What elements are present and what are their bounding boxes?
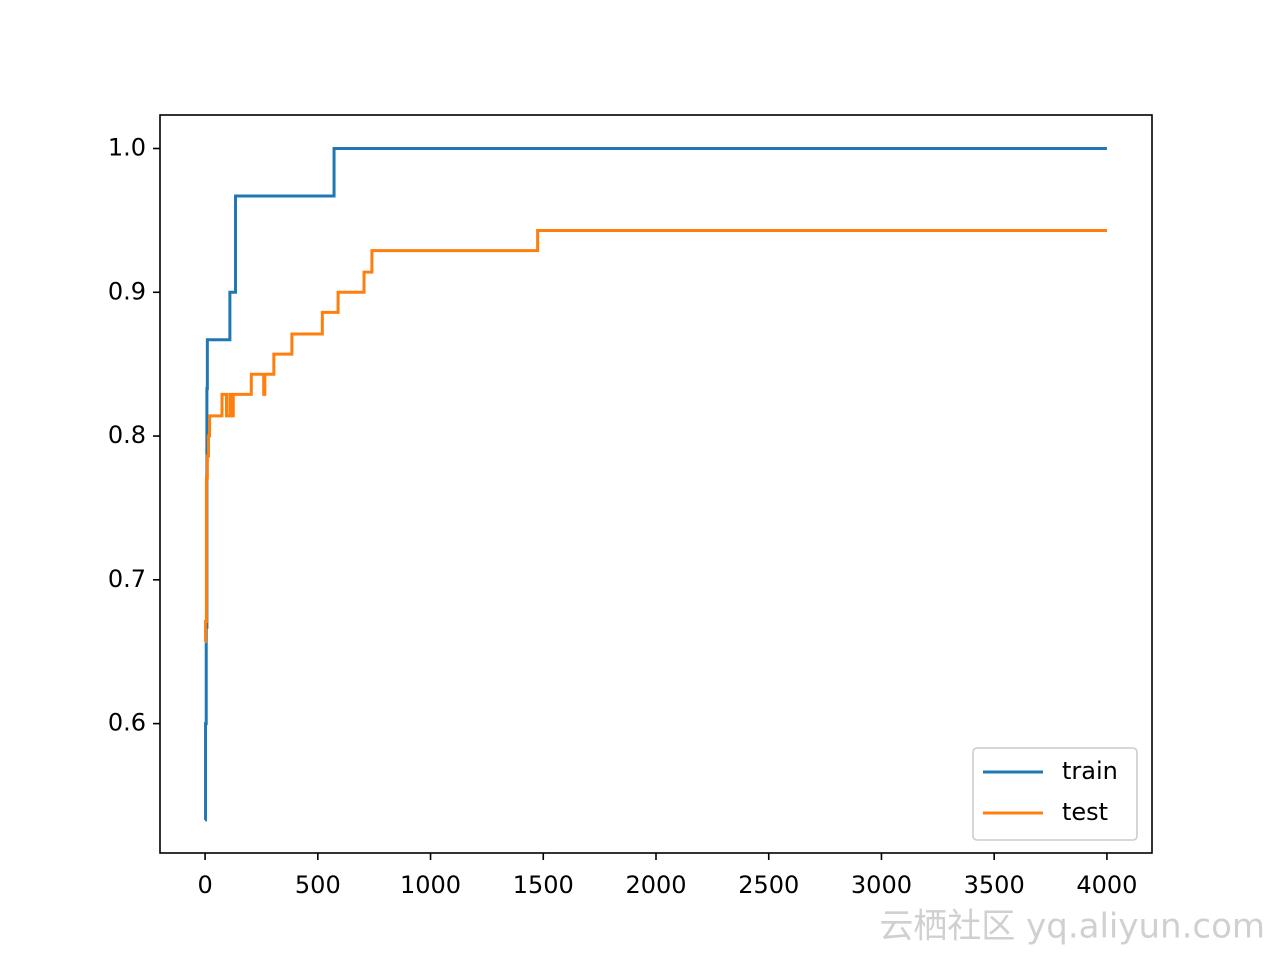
x-tick-label: 1000 (400, 871, 461, 899)
x-tick-label: 2000 (625, 871, 686, 899)
x-tick-label: 0 (197, 871, 212, 899)
y-tick-label: 1.0 (108, 133, 146, 161)
line (204, 147, 1107, 822)
x-tick-label: 3500 (964, 871, 1025, 899)
line (204, 228, 1107, 644)
watermark: 云栖社区 yq.aliyun.com (879, 907, 1265, 947)
x-tick-label: 2500 (738, 871, 799, 899)
legend-label: test (1062, 798, 1108, 826)
y-tick-label: 0.7 (108, 565, 146, 593)
y-tick-label: 0.8 (108, 421, 146, 449)
x-tick-label: 4000 (1076, 871, 1137, 899)
x-tick-label: 1500 (513, 871, 574, 899)
y-tick-label: 0.6 (108, 709, 146, 737)
legend-label: train (1062, 757, 1118, 785)
x-tick-label: 3000 (851, 871, 912, 899)
x-tick-label: 500 (295, 871, 341, 899)
y-tick-label: 0.9 (108, 277, 146, 305)
plot-frame (159, 114, 1153, 854)
